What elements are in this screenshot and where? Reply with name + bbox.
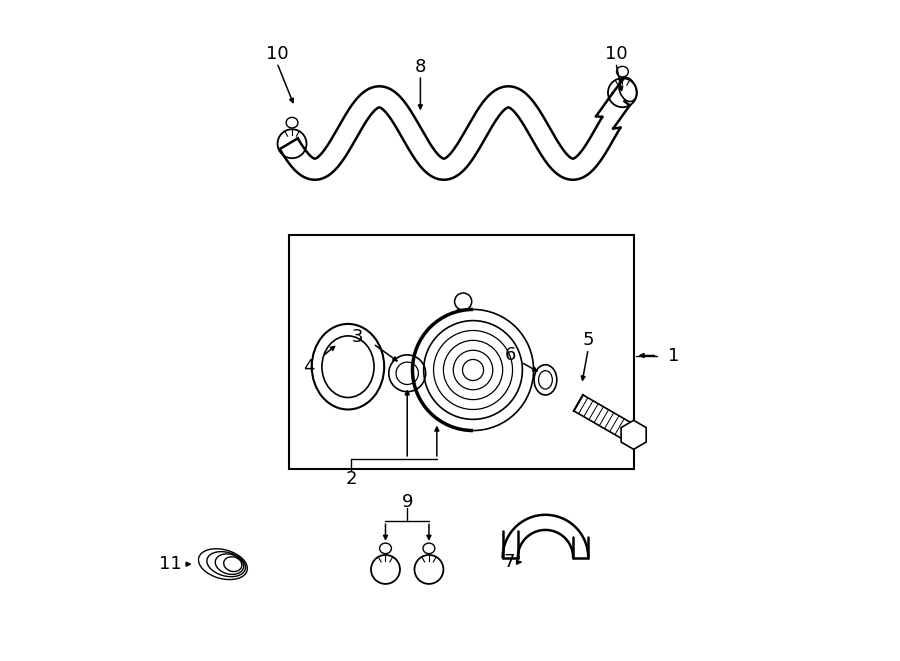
Text: 6: 6 <box>505 346 517 364</box>
Text: 10: 10 <box>605 45 627 63</box>
Text: 10: 10 <box>266 45 288 63</box>
Text: 11: 11 <box>158 555 182 573</box>
Text: 4: 4 <box>302 358 314 375</box>
Text: 1: 1 <box>668 346 680 364</box>
Polygon shape <box>573 395 632 439</box>
Text: 3: 3 <box>352 328 364 346</box>
Text: 2: 2 <box>346 469 357 488</box>
Text: 7: 7 <box>503 553 515 571</box>
Text: 8: 8 <box>415 58 426 76</box>
Text: 9: 9 <box>401 492 413 511</box>
Bar <box>289 235 634 469</box>
Text: 5: 5 <box>582 331 594 350</box>
Polygon shape <box>621 420 646 449</box>
